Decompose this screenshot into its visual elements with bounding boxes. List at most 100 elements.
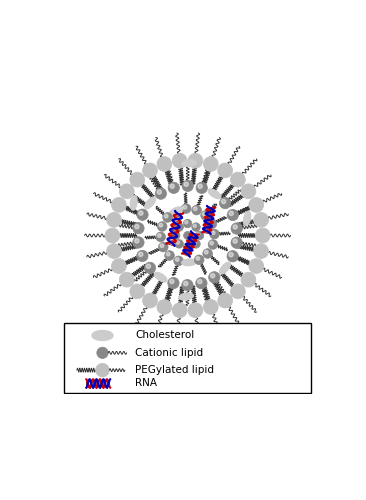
Circle shape [175,223,183,232]
Circle shape [155,188,167,200]
Circle shape [96,364,109,377]
Circle shape [144,262,156,274]
Text: RNA: RNA [135,378,157,388]
Circle shape [255,228,270,243]
Circle shape [254,212,269,227]
Circle shape [192,223,200,232]
Circle shape [188,154,203,168]
Text: PEGylated lipid: PEGylated lipid [135,365,214,375]
Circle shape [157,190,161,194]
Circle shape [254,244,269,258]
Circle shape [135,238,139,243]
Circle shape [201,210,210,220]
Circle shape [175,240,183,248]
Circle shape [107,212,122,227]
Circle shape [202,212,206,216]
Circle shape [211,231,215,234]
Circle shape [157,234,161,237]
Circle shape [182,180,193,192]
Circle shape [173,232,176,236]
Circle shape [174,256,183,266]
Circle shape [112,258,126,274]
Circle shape [119,272,134,287]
Circle shape [139,252,143,256]
Circle shape [233,225,237,229]
Circle shape [157,156,172,172]
Circle shape [241,184,256,198]
Circle shape [185,220,188,224]
Circle shape [159,224,163,227]
Circle shape [229,212,234,216]
Ellipse shape [182,160,196,166]
Circle shape [198,280,202,283]
Circle shape [156,232,165,241]
Circle shape [203,156,218,172]
Ellipse shape [154,272,167,282]
Circle shape [133,222,144,234]
Circle shape [171,231,180,239]
Circle shape [163,212,172,222]
Ellipse shape [208,189,221,198]
Circle shape [229,252,233,257]
Circle shape [183,243,192,252]
Ellipse shape [145,197,156,209]
Circle shape [249,198,264,212]
Circle shape [130,284,145,298]
Ellipse shape [130,196,137,210]
Circle shape [231,172,245,187]
Circle shape [176,224,179,228]
Circle shape [209,272,220,283]
Circle shape [203,248,212,258]
Circle shape [184,232,191,239]
Circle shape [188,303,203,318]
Circle shape [195,231,204,239]
Circle shape [143,163,157,178]
Circle shape [160,244,164,248]
Circle shape [196,256,200,260]
Circle shape [221,200,226,203]
Circle shape [165,250,174,260]
Circle shape [133,236,144,248]
Circle shape [196,278,207,289]
Circle shape [170,184,174,188]
Circle shape [181,204,191,214]
Circle shape [182,280,193,291]
Circle shape [210,242,213,245]
Circle shape [198,184,202,188]
Circle shape [172,154,187,168]
Circle shape [233,239,237,244]
Circle shape [192,240,200,248]
Circle shape [220,198,231,209]
Circle shape [172,303,187,318]
Circle shape [231,223,242,234]
Circle shape [137,250,148,262]
Circle shape [231,237,242,248]
Circle shape [176,241,179,244]
Circle shape [227,210,239,220]
Circle shape [205,250,208,254]
Circle shape [135,224,139,229]
Ellipse shape [243,211,251,226]
Circle shape [175,258,179,262]
Circle shape [168,182,179,194]
Circle shape [130,172,145,187]
Circle shape [185,244,188,248]
Circle shape [194,255,204,264]
Circle shape [119,184,134,198]
Circle shape [97,347,108,358]
Circle shape [139,211,143,216]
Circle shape [249,258,264,274]
Circle shape [112,198,126,212]
Ellipse shape [92,330,113,340]
Circle shape [184,182,188,186]
Ellipse shape [182,259,196,266]
Text: Cationic lipid: Cationic lipid [135,348,203,358]
Circle shape [208,240,218,250]
Circle shape [209,220,212,224]
Circle shape [192,206,201,215]
Circle shape [164,214,168,218]
Circle shape [158,242,168,252]
Circle shape [105,228,120,243]
Text: Cholesterol: Cholesterol [135,330,194,340]
Circle shape [210,274,215,278]
